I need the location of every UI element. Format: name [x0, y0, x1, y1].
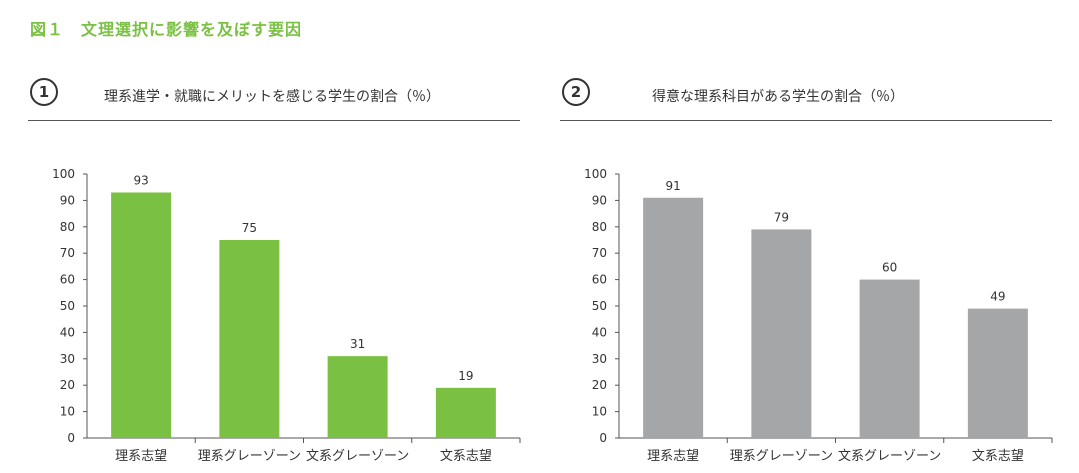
- data-label: 60: [882, 261, 897, 275]
- x-tick-label: 文系志望: [972, 448, 1024, 464]
- bar: [967, 308, 1028, 438]
- y-tick-label: 60: [592, 273, 607, 287]
- data-label: 91: [665, 179, 680, 193]
- title-divider: [28, 120, 520, 121]
- y-tick-label: 30: [592, 352, 607, 366]
- y-tick-label: 80: [592, 220, 607, 234]
- y-tick-label: 80: [60, 220, 75, 234]
- title-divider: [560, 120, 1052, 121]
- data-label: 93: [133, 173, 148, 187]
- y-tick-label: 100: [52, 167, 75, 181]
- chart-number-badge: 1: [30, 78, 58, 106]
- x-tick-label: 文系グレーゾーン: [838, 449, 941, 464]
- x-tick-label: 理系グレーゾーン: [198, 449, 301, 464]
- x-tick-label: 文系グレーゾーン: [306, 449, 409, 464]
- bar: [435, 387, 496, 438]
- y-tick-label: 20: [60, 378, 75, 392]
- y-tick-label: 20: [592, 378, 607, 392]
- y-tick-label: 10: [60, 405, 75, 419]
- y-tick-label: 100: [584, 167, 607, 181]
- chart-title: 得意な理系科目がある学生の割合（％）: [652, 89, 904, 105]
- figure-title: 図１ 文理選択に影響を及ぼす要因: [30, 20, 303, 39]
- chart-panel-2: 2 得意な理系科目がある学生の割合（％） 0 10 20 30 40 50 60 70 80 90…: [560, 72, 1060, 472]
- x-tick-label: 理系グレーゾーン: [730, 449, 833, 464]
- bar: [751, 229, 812, 438]
- y-tick-label: 60: [60, 273, 75, 287]
- chart-panel-1: 1 理系進学・就職にメリットを感じる学生の割合（％） 0 10 20 30 40 50 60…: [28, 72, 528, 472]
- y-tick-label: 70: [60, 246, 75, 260]
- data-label: 49: [990, 290, 1005, 304]
- x-tick-label: 理系志望: [115, 448, 167, 464]
- bar: [859, 279, 920, 438]
- y-tick-label: 70: [592, 246, 607, 260]
- x-tick-label: 文系志望: [440, 448, 492, 464]
- chart-title: 理系進学・就職にメリットを感じる学生の割合（％）: [104, 89, 440, 105]
- y-tick-label: 10: [592, 405, 607, 419]
- y-tick-label: 50: [60, 299, 75, 313]
- y-tick-label: 40: [592, 325, 607, 339]
- y-tick-label: 40: [60, 325, 75, 339]
- data-label: 75: [242, 221, 257, 235]
- data-label: 79: [774, 210, 789, 224]
- bar: [327, 356, 388, 438]
- y-tick-label: 90: [60, 193, 75, 207]
- data-label: 31: [350, 337, 365, 351]
- data-label: 19: [458, 369, 473, 383]
- x-tick-label: 理系志望: [647, 448, 699, 464]
- bar: [643, 197, 704, 438]
- y-tick-label: 90: [592, 193, 607, 207]
- chart-number-badge: 2: [562, 78, 590, 106]
- y-tick-label: 0: [599, 431, 607, 445]
- bar-chart-2: 0 10 20 30 40 50 60 70 80 90 100 91 理系志望 79 理系グレーゾーン 60…: [584, 167, 1053, 464]
- y-tick-label: 0: [67, 431, 75, 445]
- bar-chart-1: 0 10 20 30 40 50 60 70 80 90 100 93 理系志望 75 理系グレーゾーン 31…: [52, 167, 521, 464]
- y-tick-label: 50: [592, 299, 607, 313]
- bar: [219, 240, 280, 438]
- y-tick-label: 30: [60, 352, 75, 366]
- bar: [111, 192, 172, 438]
